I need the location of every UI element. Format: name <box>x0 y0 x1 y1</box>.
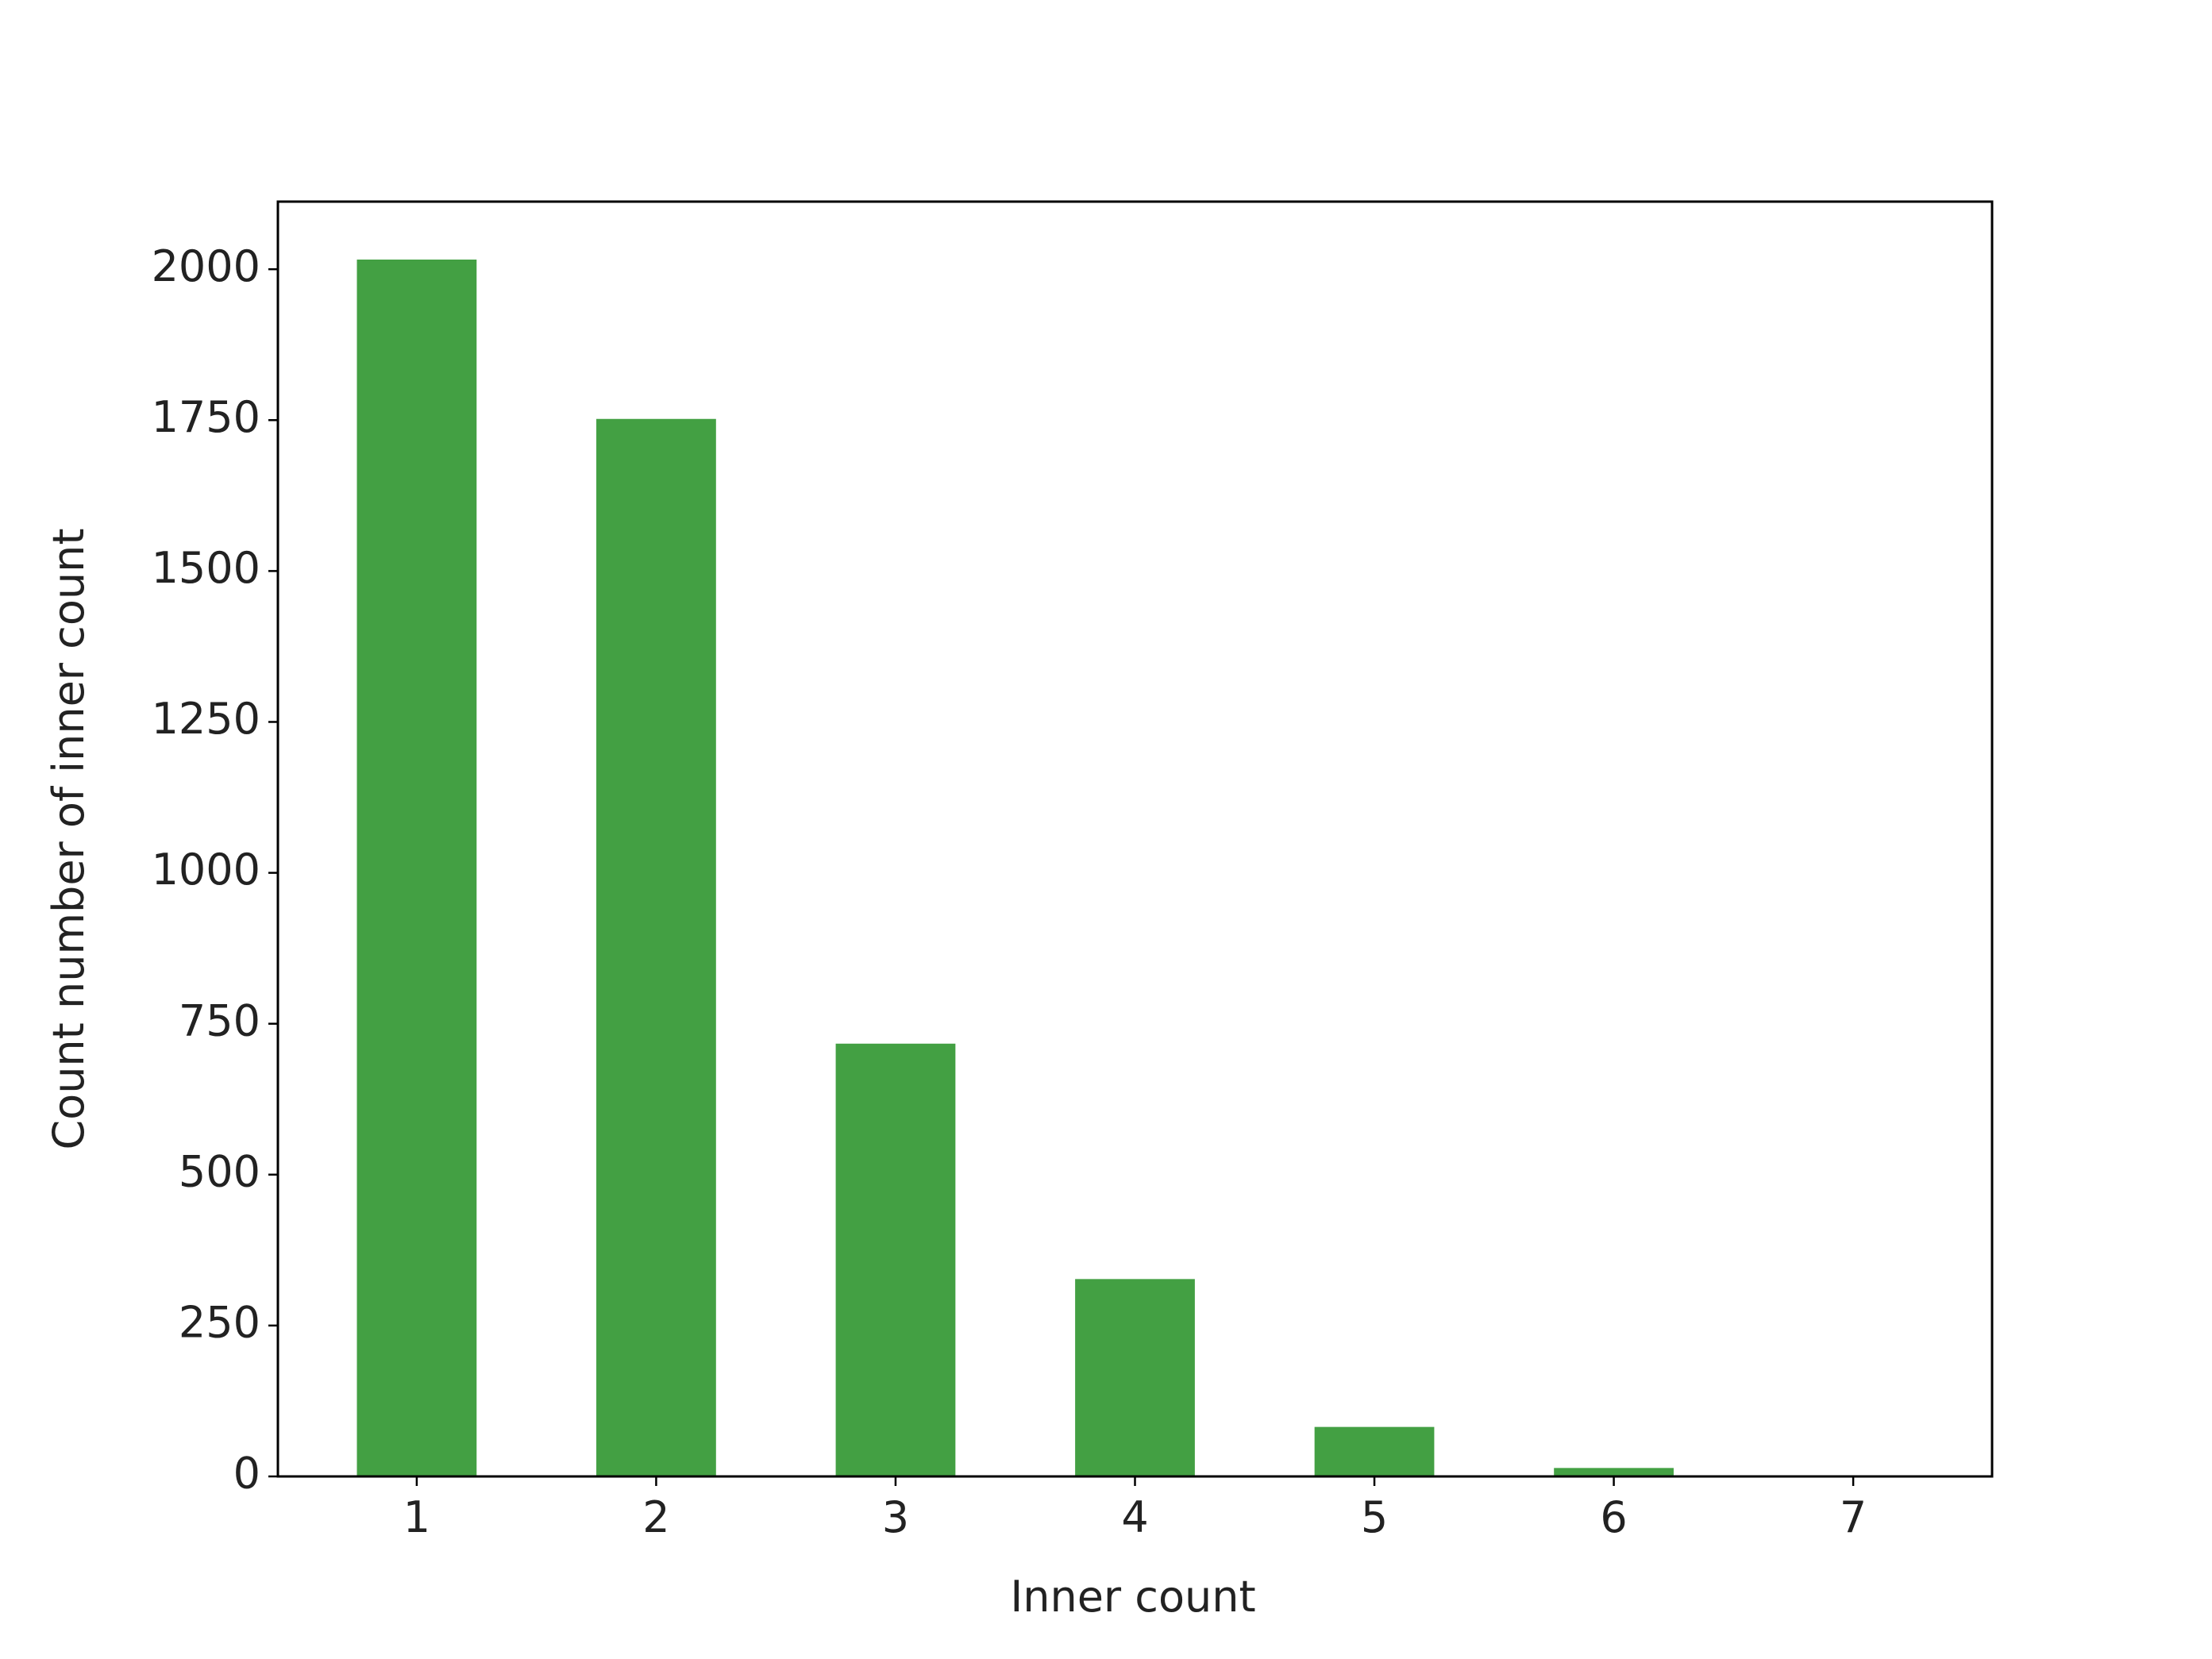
y-tick-label: 250 <box>179 1298 260 1348</box>
bar <box>1314 1426 1435 1476</box>
y-tick-label: 750 <box>179 995 260 1045</box>
y-tick-label: 1250 <box>152 694 260 744</box>
x-tick-label: 1 <box>403 1492 430 1542</box>
plot-frame <box>276 200 1994 1478</box>
bar <box>835 1043 956 1476</box>
x-tick-label: 2 <box>642 1492 669 1542</box>
bar <box>356 260 477 1476</box>
y-tick-label: 1000 <box>152 845 260 895</box>
x-tick-label: 5 <box>1361 1492 1388 1542</box>
bar <box>596 418 716 1476</box>
y-tick-label: 2000 <box>152 241 260 291</box>
y-tick-label: 0 <box>233 1449 260 1499</box>
bar <box>1554 1468 1674 1476</box>
y-tick-label: 500 <box>179 1146 260 1196</box>
x-tick-label: 3 <box>882 1492 909 1542</box>
x-tick-label: 6 <box>1600 1492 1627 1542</box>
y-tick-label: 1500 <box>152 543 260 593</box>
x-tick-label: 4 <box>1121 1492 1148 1542</box>
y-axis-label: Count number of inner count <box>44 528 94 1149</box>
x-axis-label: Inner count <box>1010 1572 1255 1622</box>
x-tick-label: 7 <box>1840 1492 1867 1542</box>
y-tick-label: 1750 <box>152 392 260 442</box>
bar <box>1075 1279 1195 1476</box>
